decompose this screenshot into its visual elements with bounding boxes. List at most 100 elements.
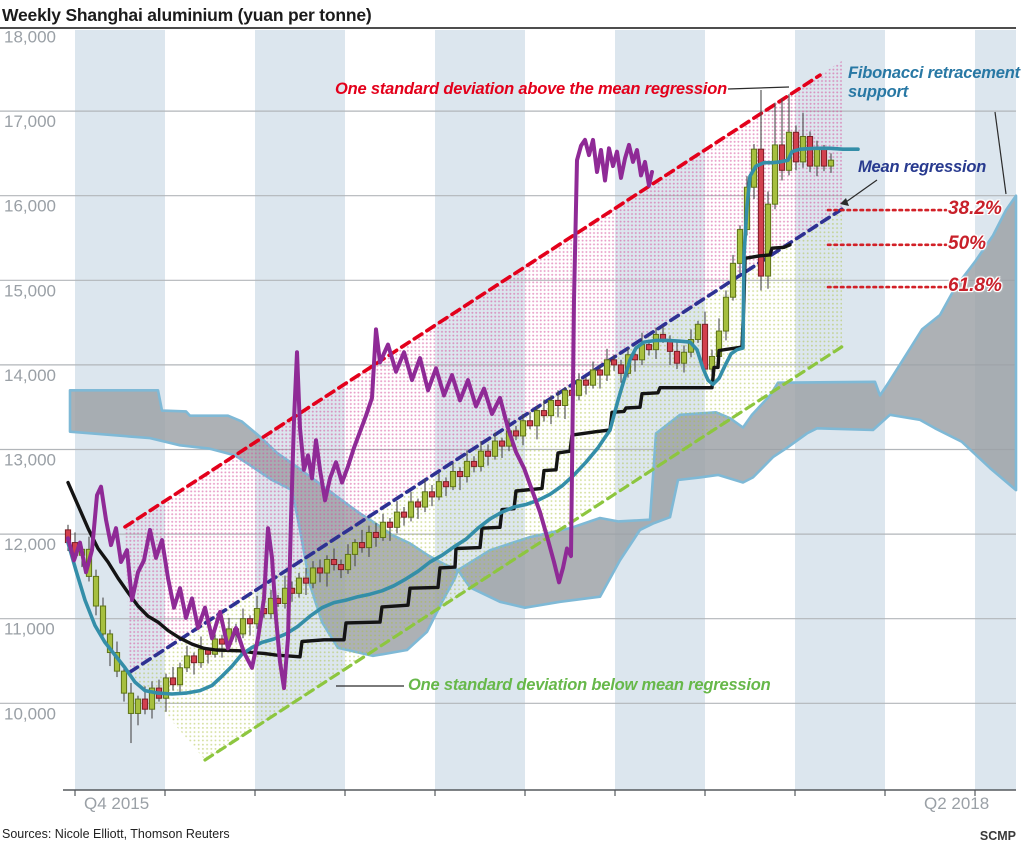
candle-up: [589, 369, 597, 386]
fib-level-618-label: 61.8%: [948, 275, 1002, 297]
annotation-fibonacci-support: Fibonacci retracement support: [848, 64, 1020, 102]
y-tick-label: 17,000: [4, 112, 56, 131]
candle-down: [484, 450, 492, 457]
candle-up: [92, 575, 100, 607]
candle-down: [806, 135, 814, 167]
brand-credit: SCMP: [979, 829, 1016, 843]
candle-down: [498, 440, 506, 447]
candle-up: [680, 351, 688, 364]
upper-channel-fill: [125, 60, 842, 673]
chart-title: Weekly Shanghai aluminium (yuan per tonn…: [2, 5, 372, 25]
annotation-mean-regression: Mean regression: [858, 158, 987, 176]
candle-up: [519, 420, 527, 437]
y-tick-label: 12,000: [4, 535, 56, 554]
candle-down: [512, 430, 520, 437]
candle-down: [596, 369, 604, 376]
candle-up: [134, 698, 142, 714]
sources-credit: Sources: Nicole Elliott, Thomson Reuters: [2, 827, 230, 841]
candle-down: [372, 531, 380, 538]
candle-up: [813, 148, 821, 167]
annotation-lower-stddev: One standard deviation below mean regres…: [408, 676, 771, 694]
candle-down: [757, 148, 765, 277]
annotation-pointers: [336, 86, 1007, 687]
candle-down: [701, 323, 709, 370]
candle-up: [533, 410, 541, 427]
candle-up: [176, 667, 184, 686]
candle-down: [414, 501, 422, 508]
candle-up: [435, 481, 443, 498]
y-tick-label: 15,000: [4, 281, 56, 300]
candle-down: [190, 655, 198, 664]
candle-up: [449, 470, 457, 488]
candle-up: [120, 670, 128, 694]
candle-up: [344, 553, 352, 571]
candle-up: [211, 638, 219, 655]
candle-up: [295, 577, 303, 594]
candle-up: [127, 692, 135, 714]
candle-down: [540, 410, 548, 417]
candle-down: [582, 379, 590, 386]
candle-up: [575, 379, 583, 396]
annotation-upper-stddev: One standard deviation above the mean re…: [334, 80, 727, 98]
candle-down: [610, 359, 618, 366]
candle-up: [561, 389, 569, 407]
candle-up: [764, 203, 772, 277]
candle-down: [337, 564, 345, 571]
y-tick-label: 10,000: [4, 704, 56, 723]
candle-down: [141, 698, 149, 710]
candle-down: [442, 481, 450, 488]
candle-up: [393, 511, 401, 528]
candle-down: [617, 364, 625, 374]
y-tick-label: 16,000: [4, 197, 56, 216]
candle-down: [820, 148, 828, 167]
pointer-arrowhead: [840, 198, 849, 206]
candle-up: [351, 542, 359, 555]
candle-up: [267, 597, 275, 615]
candle-down: [428, 491, 436, 498]
candle-down: [246, 618, 254, 625]
mean-regression-line: [128, 205, 847, 674]
candle-up: [309, 567, 317, 584]
lower-stddev-line: [203, 345, 844, 762]
y-tick-label: 14,000: [4, 366, 56, 385]
candle-down: [169, 677, 177, 686]
candle-down: [316, 567, 324, 574]
candle-down: [673, 350, 681, 364]
candle-up: [379, 521, 387, 538]
candle-up: [323, 558, 331, 574]
candle-up: [183, 655, 191, 669]
upper-stddev-line: [123, 73, 822, 529]
candle-up: [736, 229, 744, 264]
candle-up: [547, 399, 555, 417]
candle-up: [407, 501, 415, 518]
candle-up: [99, 605, 107, 635]
candle-up: [365, 531, 373, 549]
turning-line-teal: [66, 146, 860, 696]
candle-down: [358, 542, 366, 549]
candle-up: [421, 491, 429, 508]
candle-up: [771, 144, 779, 205]
candle-down: [218, 638, 226, 645]
candle-up: [722, 296, 730, 332]
candle-up: [162, 677, 170, 699]
candle-up: [148, 687, 156, 710]
candle-up: [729, 262, 737, 298]
candle-down: [470, 460, 478, 467]
candle-up: [239, 618, 247, 635]
candle-up: [694, 323, 702, 341]
candle-down: [400, 511, 408, 518]
candle-down: [330, 558, 338, 566]
candle-down: [792, 131, 800, 163]
candle-up: [491, 440, 499, 457]
candle-down: [526, 420, 534, 427]
y-tick-label: 11,000: [4, 620, 55, 639]
candle-down: [456, 470, 464, 478]
fib-level-50-label: 50%: [948, 232, 987, 254]
candlesticks: [64, 89, 835, 744]
y-tick-label: 13,000: [4, 451, 56, 470]
lower-channel-fill: [130, 209, 842, 761]
candle-up: [708, 355, 716, 370]
candle-up: [603, 359, 611, 376]
